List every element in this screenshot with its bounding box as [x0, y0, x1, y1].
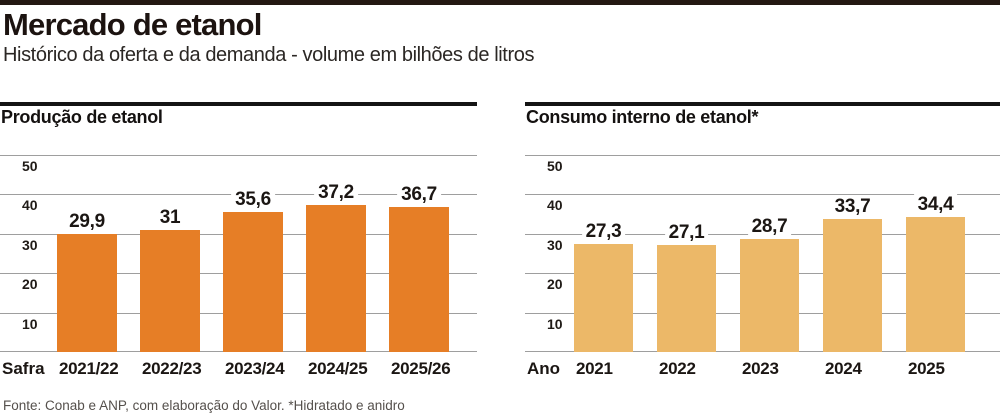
y-tick-label: 40: [547, 197, 563, 214]
bar: [389, 207, 449, 352]
chart-header-rule: [0, 102, 477, 106]
x-tick-label: 2023: [742, 359, 779, 378]
bar: [57, 234, 117, 352]
bar: [906, 216, 965, 352]
bar-value-label: 37,2: [314, 182, 358, 204]
chart-producao-etanol: Produção de etanol 10 20 30 40 50 29,9 31 35,6 3…: [0, 98, 477, 390]
top-rule: [0, 0, 1000, 5]
plot-area: 10 20 30 40 50 29,9 31 35,6 37,2 36,7: [0, 155, 477, 352]
x-tick-label: 2022/23: [142, 359, 202, 378]
y-tick-label: 50: [547, 158, 563, 174]
chart-title: Produção de etanol: [1, 107, 163, 127]
bar-value-label: 34,4: [913, 193, 958, 215]
bar-value-label: 35,6: [231, 188, 275, 210]
x-tick-label: 2021/22: [59, 359, 119, 378]
bar: [823, 219, 882, 352]
x-tick-label: 2025: [908, 359, 945, 378]
y-tick-label: 10: [22, 315, 38, 332]
x-axis: Ano 2021 2022 2023 2024 2025: [525, 359, 1000, 381]
x-axis: Safra 2021/22 2022/23 2023/24 2024/25 2025/2…: [0, 359, 477, 381]
bar-value-label: 27,1: [664, 222, 709, 244]
gridline: [0, 155, 477, 156]
y-tick-label: 40: [22, 197, 38, 214]
bar: [657, 245, 716, 352]
gridline: [525, 194, 1000, 196]
page-subtitle: Histórico da oferta e da demanda - volum…: [3, 44, 535, 66]
source-note: Fonte: Conab e ANP, com elaboração do Va…: [3, 398, 405, 413]
bar: [140, 229, 200, 352]
chart-title: Consumo interno de etanol*: [526, 107, 759, 127]
bar: [223, 211, 283, 352]
x-tick-label: 2023/24: [225, 359, 285, 378]
y-tick-label: 20: [22, 276, 38, 293]
bar-value-label: 33,7: [830, 196, 875, 218]
x-tick-label: 2022: [659, 359, 696, 378]
x-axis-name: Safra: [2, 359, 45, 378]
y-tick-label: 30: [547, 236, 563, 253]
page-title: Mercado de etanol: [3, 7, 262, 42]
y-tick-label: 50: [22, 158, 38, 174]
bar: [306, 205, 366, 352]
plot-area: 10 20 30 40 50 27,3 27,1 28,7 33,7 34,4: [525, 155, 1000, 352]
bar: [574, 244, 633, 352]
y-tick-label: 10: [547, 315, 563, 332]
bar: [740, 238, 799, 352]
bar-value-label: 29,9: [65, 211, 109, 233]
gridline: [525, 155, 1000, 156]
chart-consumo-interno: Consumo interno de etanol* 10 20 30 40 50 27,…: [525, 98, 1000, 390]
x-tick-label: 2021: [576, 359, 613, 378]
x-axis-name: Ano: [527, 359, 561, 378]
x-tick-label: 2025/26: [391, 359, 451, 378]
bar-value-label: 31: [155, 206, 185, 228]
bar-value-label: 28,7: [747, 215, 792, 237]
bar-value-label: 36,7: [397, 184, 441, 206]
x-tick-label: 2024/25: [308, 359, 368, 378]
y-tick-label: 30: [22, 236, 38, 253]
y-tick-label: 20: [547, 276, 563, 293]
x-tick-label: 2024: [825, 359, 862, 378]
bar-value-label: 27,3: [581, 221, 626, 243]
chart-header-rule: [525, 102, 1000, 106]
